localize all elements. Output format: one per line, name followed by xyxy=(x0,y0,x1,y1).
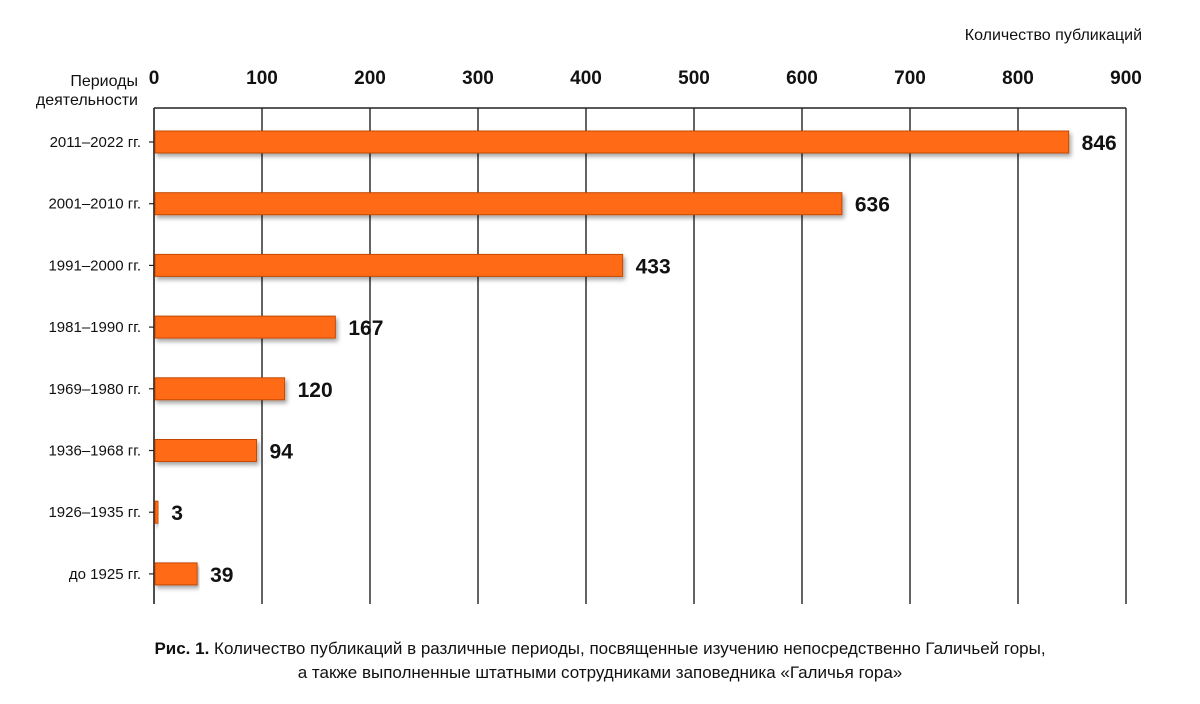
category-label-0: 2011–2022 гг. xyxy=(50,134,141,151)
category-label-6: 1926–1935 гг. xyxy=(48,504,141,521)
bar-5 xyxy=(154,439,258,462)
value-label-1: 636 xyxy=(855,194,890,217)
value-label-3: 167 xyxy=(348,317,383,340)
value-label-7: 39 xyxy=(210,564,233,587)
value-label-6: 3 xyxy=(171,502,183,525)
value-label-2: 433 xyxy=(636,255,671,278)
caption-text-1: Количество публикаций в различные период… xyxy=(214,639,1046,658)
y-axis-title-line2: деятельности xyxy=(36,92,138,109)
x-tick-label-500: 500 xyxy=(678,68,710,89)
bars xyxy=(154,130,1070,586)
value-labels: 846 636 433 167 120 94 3 39 xyxy=(171,132,1116,587)
category-label-4: 1969–1980 гг. xyxy=(48,381,141,398)
bar-0 xyxy=(154,130,1070,154)
bar-1 xyxy=(154,192,843,216)
x-tick-label-300: 300 xyxy=(462,68,494,89)
value-label-5: 94 xyxy=(270,441,294,464)
bar-6 xyxy=(154,500,159,524)
caption-prefix: Рис. 1. xyxy=(154,639,210,658)
x-tick-label-700: 700 xyxy=(894,68,926,89)
category-label-5: 1936–1968 гг. xyxy=(48,443,141,460)
category-labels: 2011–2022 гг. 2001–2010 гг. 1991–2000 гг. 1… xyxy=(48,134,141,583)
x-tick-label-900: 900 xyxy=(1110,68,1142,89)
caption-line-1: Рис. 1. Количество публикаций в различны… xyxy=(0,637,1200,661)
x-tick-label-600: 600 xyxy=(786,68,818,89)
x-tick-label-100: 100 xyxy=(246,68,278,89)
x-tick-label-0: 0 xyxy=(149,68,160,89)
x-axis-title: Количество публикаций xyxy=(965,27,1142,44)
bar-chart: Количество публикаций Периоды деятельнос… xyxy=(36,27,1142,604)
x-tick-label-400: 400 xyxy=(570,68,602,89)
caption-line-2: а также выполненные штатными сотрудникам… xyxy=(297,663,903,682)
x-tick-label-200: 200 xyxy=(354,68,386,89)
category-label-1: 2001–2010 гг. xyxy=(48,196,141,213)
value-label-0: 846 xyxy=(1082,132,1117,155)
y-axis-title-line1: Периоды xyxy=(70,73,138,90)
x-tick-labels: 0 100 200 300 400 500 600 700 800 900 xyxy=(149,68,1142,89)
bar-3 xyxy=(154,315,336,339)
bar-2 xyxy=(154,253,624,277)
figure-caption: Рис. 1. Количество публикаций в различны… xyxy=(0,637,1200,685)
value-label-4: 120 xyxy=(298,379,333,402)
bar-7 xyxy=(154,562,198,586)
category-label-2: 1991–2000 гг. xyxy=(48,257,141,274)
x-tick-label-800: 800 xyxy=(1002,68,1034,89)
gridlines xyxy=(149,107,1127,604)
bar-4 xyxy=(154,377,286,401)
category-label-7: до 1925 гг. xyxy=(69,566,141,583)
category-label-3: 1981–1990 гг. xyxy=(48,319,141,336)
